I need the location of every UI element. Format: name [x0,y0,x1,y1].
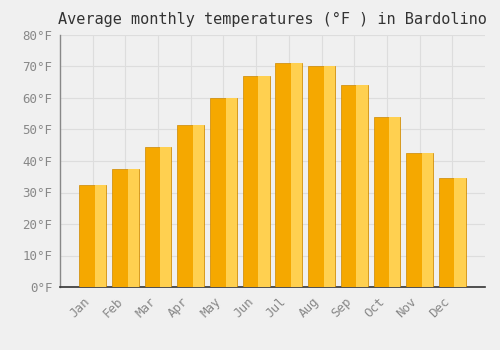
Bar [308,66,335,287]
Bar [112,169,139,287]
Bar [389,117,400,287]
Bar [406,153,433,287]
Title: Average monthly temperatures (°F ) in Bardolino: Average monthly temperatures (°F ) in Ba… [58,12,487,27]
Bar [291,63,302,287]
Bar [128,169,139,287]
Bar [243,76,270,287]
Bar [276,63,302,287]
Bar [422,153,433,287]
Bar [193,125,204,287]
Bar [258,76,270,287]
Bar [324,66,335,287]
Bar [210,98,237,287]
Bar [178,125,204,287]
Bar [454,178,466,287]
Bar [80,184,106,287]
Bar [439,178,466,287]
Bar [144,147,172,287]
Bar [226,98,237,287]
Bar [374,117,400,287]
Bar [356,85,368,287]
Bar [160,147,172,287]
Bar [341,85,367,287]
Bar [95,184,106,287]
